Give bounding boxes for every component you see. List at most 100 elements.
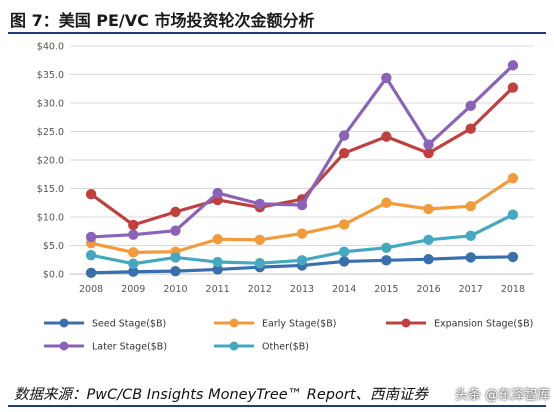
y-tick-label: $5.0 — [43, 241, 64, 252]
legend: Seed Stage($B) Early Stage($B) Expansion S… — [44, 318, 533, 353]
data-point — [465, 252, 476, 263]
x-tick-label: 2014 — [332, 284, 356, 295]
legend-item: Early Stage($B) — [214, 318, 336, 330]
data-point — [128, 229, 139, 240]
series-layer — [85, 60, 519, 279]
data-point — [381, 242, 392, 253]
legend-label: Seed Stage($B) — [92, 319, 166, 330]
watermark: 头条 @东泽智库 — [455, 388, 551, 403]
legend-label: Early Stage($B) — [262, 319, 336, 330]
data-point — [423, 234, 434, 245]
y-tick-label: $25.0 — [37, 127, 64, 138]
series-group — [85, 173, 519, 258]
data-point — [212, 234, 223, 245]
data-point — [212, 264, 223, 275]
legend-swatch-marker — [59, 341, 69, 351]
axis-layer: $0.0 $5.0 $10.0 $15.0 $20.0 $25.0 $30.0 $35.0 $4… — [37, 42, 534, 295]
data-point — [423, 203, 434, 215]
y-tick-label: $10.0 — [37, 213, 64, 224]
title-bar: 图 7：美国 PE/VC 市场投资轮次金额分析 — [8, 4, 546, 34]
legend-item: Later Stage($B) — [44, 341, 167, 353]
data-point — [296, 255, 308, 266]
data-point — [338, 130, 350, 141]
data-point — [338, 219, 350, 230]
x-tick-label: 2012 — [248, 284, 272, 295]
data-point — [507, 209, 519, 220]
data-point — [507, 82, 519, 93]
x-tick-label: 2011 — [206, 284, 230, 295]
legend-item: Seed Stage($B) — [44, 318, 166, 330]
data-point — [423, 147, 434, 159]
data-point — [296, 199, 308, 211]
data-point — [254, 198, 266, 210]
data-point — [85, 249, 97, 261]
data-point — [381, 255, 392, 266]
data-point — [212, 256, 223, 268]
legend-swatch-marker — [229, 318, 239, 328]
y-tick-label: $35.0 — [37, 70, 64, 81]
figure-title: 图 7：美国 PE/VC 市场投资轮次金额分析 — [10, 11, 315, 30]
data-point — [381, 131, 392, 142]
legend-swatch-marker — [401, 318, 411, 328]
data-point — [85, 189, 97, 200]
grid-layer — [70, 45, 534, 275]
data-point — [338, 246, 350, 257]
data-point — [170, 265, 181, 277]
data-point — [170, 252, 181, 263]
legend-item: Expansion Stage($B) — [386, 318, 533, 330]
data-point — [507, 173, 519, 184]
source-note: 数据来源：PwC/CB Insights MoneyTree™ Report、西… — [14, 387, 429, 403]
data-point — [128, 219, 139, 231]
x-tick-label: 2009 — [121, 284, 145, 295]
y-tick-label: $20.0 — [37, 156, 64, 167]
data-point — [423, 139, 434, 150]
data-point — [85, 231, 97, 243]
series-group — [85, 82, 519, 231]
x-tick-label: 2013 — [290, 284, 314, 295]
series-line — [90, 176, 514, 254]
series-line — [91, 64, 515, 239]
data-point — [170, 225, 181, 236]
data-point — [128, 258, 139, 269]
data-point — [465, 100, 476, 112]
data-point — [465, 200, 476, 212]
data-point — [507, 251, 519, 263]
series-group — [85, 60, 519, 243]
data-point — [254, 234, 266, 245]
data-point — [296, 228, 308, 239]
legend-item: Other($B) — [214, 341, 309, 353]
data-point — [128, 266, 139, 277]
data-point — [507, 60, 519, 71]
data-point — [338, 256, 350, 267]
y-tick-label: $0.0 — [43, 270, 64, 281]
data-point — [381, 72, 392, 84]
y-tick-label: $30.0 — [37, 99, 64, 110]
data-point — [128, 247, 139, 258]
x-tick-label: 2010 — [163, 284, 187, 295]
data-point — [423, 253, 434, 265]
y-tick-label: $15.0 — [37, 184, 64, 195]
x-tick-label: 2016 — [416, 284, 440, 295]
legend-label: Expansion Stage($B) — [434, 319, 533, 330]
bottom-rule — [8, 405, 546, 407]
x-tick-label: 2017 — [459, 284, 483, 295]
data-point — [465, 230, 476, 242]
data-point — [212, 187, 223, 199]
legend-swatch-marker — [229, 341, 239, 351]
data-point — [85, 267, 97, 279]
data-point — [170, 206, 181, 218]
line-chart: $0.0 $5.0 $10.0 $15.0 $20.0 $25.0 $30.0 $35.0 $4… — [37, 42, 534, 353]
data-point — [465, 123, 476, 134]
x-tick-label: 2015 — [374, 284, 398, 295]
series-group — [85, 209, 519, 269]
x-tick-label: 2018 — [501, 284, 525, 295]
legend-swatch-marker — [59, 318, 69, 328]
data-point — [381, 197, 392, 208]
data-point — [338, 147, 350, 159]
x-tick-label: 2008 — [79, 284, 103, 295]
legend-label: Other($B) — [262, 342, 309, 353]
data-point — [254, 257, 266, 269]
legend-label: Later Stage($B) — [92, 342, 167, 353]
y-tick-label: $40.0 — [37, 42, 64, 53]
